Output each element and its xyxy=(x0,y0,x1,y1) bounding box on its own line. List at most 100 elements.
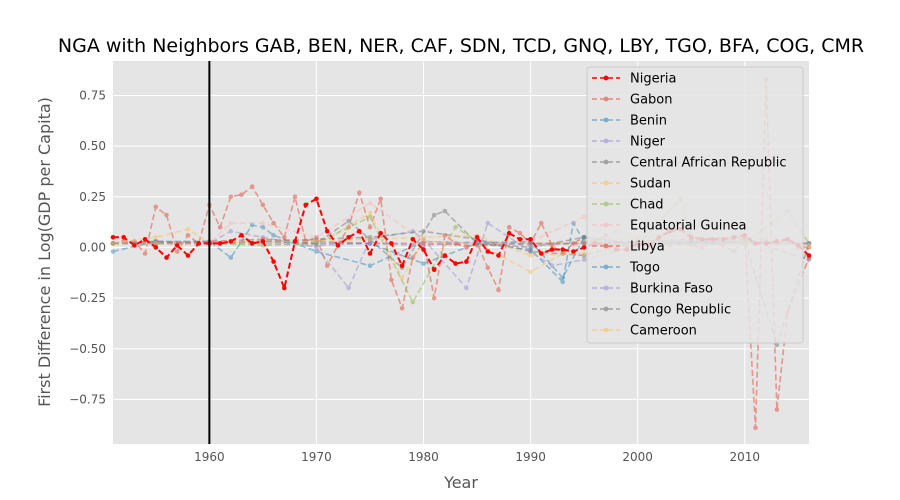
y-tick-label: −0.25 xyxy=(69,291,106,305)
legend-label: Togo xyxy=(629,261,660,276)
legend-item-burkina-faso xyxy=(592,285,620,291)
data-point xyxy=(560,275,565,281)
legend-item-sudan xyxy=(592,180,620,186)
data-point xyxy=(453,261,458,266)
legend-marker xyxy=(603,285,609,291)
data-point xyxy=(153,204,159,210)
legend-marker xyxy=(603,243,609,249)
data-point xyxy=(110,241,116,246)
data-point xyxy=(581,214,587,220)
legend-item-nigeria xyxy=(592,75,620,81)
data-point xyxy=(196,241,201,246)
legend-marker xyxy=(603,264,609,270)
data-point xyxy=(442,253,448,258)
data-point xyxy=(806,253,812,258)
legend-item-cameroon xyxy=(592,327,620,333)
data-point xyxy=(228,239,234,244)
legend-label: Libya xyxy=(630,240,665,255)
data-point xyxy=(549,247,555,252)
data-point xyxy=(410,237,416,242)
data-point xyxy=(217,224,223,230)
legend-marker xyxy=(603,117,609,123)
data-point xyxy=(378,230,384,236)
y-tick-label: 0.75 xyxy=(79,88,106,102)
data-point xyxy=(774,407,780,412)
legend-label: Cameroon xyxy=(630,324,697,339)
chart-title: NGA with Neighbors GAB, BEN, NER, CAF, S… xyxy=(58,35,864,57)
data-point xyxy=(346,285,351,291)
data-point xyxy=(581,235,587,240)
legend-marker xyxy=(603,201,609,207)
data-point xyxy=(581,245,587,250)
data-point xyxy=(249,184,255,189)
data-point xyxy=(378,196,384,202)
data-point xyxy=(421,261,426,266)
data-point xyxy=(260,202,266,208)
data-point xyxy=(164,255,169,260)
legend-item-togo xyxy=(592,264,620,270)
data-point xyxy=(153,245,159,250)
data-point xyxy=(571,249,576,254)
data-point xyxy=(421,247,426,252)
data-point xyxy=(581,251,587,256)
data-point xyxy=(367,200,373,206)
data-point xyxy=(282,285,287,291)
data-point xyxy=(528,249,533,254)
data-point xyxy=(110,235,116,240)
data-point xyxy=(249,222,255,228)
data-point xyxy=(528,269,533,275)
data-point xyxy=(292,239,298,244)
legend-marker xyxy=(603,327,609,333)
data-point xyxy=(357,228,362,234)
series-line-central-african-republic xyxy=(112,210,810,348)
data-point xyxy=(260,220,266,226)
legend-item-equatorial-guinea xyxy=(592,222,620,228)
data-point xyxy=(453,224,458,230)
data-point xyxy=(249,241,255,246)
data-point xyxy=(346,218,351,224)
legend-label: Gabon xyxy=(630,93,673,108)
data-point xyxy=(335,243,341,248)
data-point xyxy=(185,253,191,258)
data-point xyxy=(260,239,266,244)
data-point xyxy=(560,247,565,252)
data-point xyxy=(399,275,405,281)
data-point xyxy=(421,243,426,248)
data-point xyxy=(399,263,405,269)
data-point xyxy=(121,235,126,240)
data-point xyxy=(506,230,512,236)
data-point xyxy=(528,243,533,248)
data-point xyxy=(485,249,491,254)
data-point xyxy=(517,230,523,236)
legend-label: Niger xyxy=(630,135,666,150)
x-tick-label: 1970 xyxy=(301,450,332,464)
data-point xyxy=(324,228,330,234)
legend-label: Nigeria xyxy=(630,72,677,87)
x-tick-label: 1990 xyxy=(515,450,546,464)
data-point xyxy=(239,192,244,197)
data-point xyxy=(260,224,266,230)
data-point xyxy=(431,267,437,273)
legend-item-central-african-republic xyxy=(592,159,620,165)
legend-marker xyxy=(603,180,609,186)
legend-item-niger xyxy=(592,138,620,144)
data-point xyxy=(442,208,448,214)
data-point xyxy=(389,277,394,283)
legend-marker xyxy=(603,306,609,312)
data-point xyxy=(367,237,373,242)
data-point xyxy=(164,212,169,218)
data-point xyxy=(464,285,469,291)
data-point xyxy=(185,226,191,232)
data-point xyxy=(314,196,319,202)
data-point xyxy=(174,243,180,248)
legend-marker xyxy=(603,159,609,165)
data-point xyxy=(496,253,501,258)
data-point xyxy=(174,249,180,254)
y-tick-label: 0.00 xyxy=(79,240,106,254)
legend-label: Burkina Faso xyxy=(630,282,713,297)
legend-item-congo-republic xyxy=(592,306,620,312)
series-line-congo-republic xyxy=(113,230,810,261)
legend-item-benin xyxy=(592,117,620,123)
tick-labels: 1960 1970 1980 1990 2000 2010 −0.75 −0.50 −0.25 0… xyxy=(69,88,760,464)
